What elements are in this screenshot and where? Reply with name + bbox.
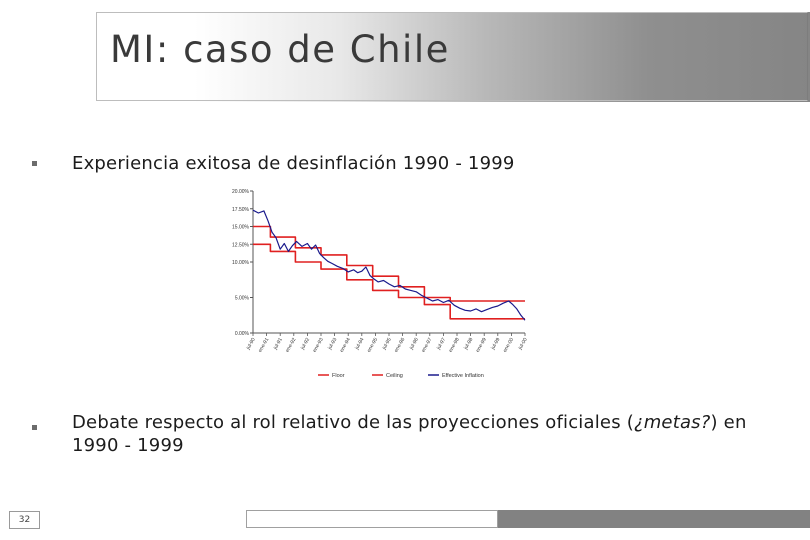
series-line-ceiling — [253, 225, 525, 302]
y-tick-label: 20.00% — [232, 189, 250, 195]
legend-label: Ceiling — [386, 373, 403, 379]
x-tick-label: ene-99 — [475, 337, 488, 354]
x-tick-label: ene-92 — [285, 337, 298, 354]
x-tick-label: jul-91 — [272, 337, 284, 352]
slide-number: 32 — [9, 511, 40, 529]
series-line-effective-inflation — [252, 209, 526, 321]
bullet-2-text-after: ) en 1990 - 1999 — [72, 412, 747, 456]
x-tick-label: jul-95 — [381, 337, 393, 352]
y-tick-label: 15.00% — [232, 225, 250, 231]
x-tick-label: ene-96 — [393, 337, 406, 354]
slide-title: MI: caso de Chile — [110, 28, 450, 71]
x-tick-label: ene-95 — [366, 337, 379, 354]
x-tick-label: ene-97 — [421, 337, 434, 354]
legend-label: Floor — [332, 373, 345, 379]
x-tick-label: jul-96 — [408, 337, 420, 352]
legend-label: Effective Inflation — [442, 373, 484, 379]
x-tick-label: jul-98 — [463, 337, 475, 352]
y-tick-label: 12.50% — [232, 242, 250, 248]
series-line-floor — [253, 243, 525, 320]
title-frame — [96, 12, 808, 101]
y-tick-label: 0.00% — [235, 331, 250, 337]
title-band — [0, 12, 810, 102]
bullet-2-italic: ¿metas? — [633, 412, 711, 433]
bullet-marker — [32, 425, 37, 430]
bullet-1-text: Experiencia exitosa de desinflación 1990… — [72, 153, 515, 174]
bullet-2: Debate respecto al rol relativo de las p… — [72, 411, 792, 457]
y-tick-label: 5.00% — [235, 296, 250, 302]
y-tick-label: 17.50% — [232, 207, 250, 213]
y-tick-label: 10.00% — [232, 260, 250, 266]
x-tick-label: ene-93 — [312, 337, 325, 354]
x-tick-label: jul-00 — [517, 337, 529, 352]
bullet-marker — [32, 161, 37, 166]
x-tick-label: ene-98 — [448, 337, 461, 354]
bullet-2-text-before: Debate respecto al rol relativo de las p… — [72, 412, 634, 433]
footer-bar-right — [498, 510, 810, 528]
x-tick-label: jul-99 — [490, 337, 502, 352]
inflation-chart: 20.00% 17.50% 15.00% 12.50% 10.00% 5.00% 0.00%… — [232, 189, 529, 379]
bullet-1: Experiencia exitosa de desinflación 1990… — [72, 152, 515, 175]
x-tick-label: jul-97 — [435, 337, 447, 352]
x-tick-label: ene-91 — [257, 337, 270, 354]
x-tick-label: ene-94 — [339, 337, 352, 354]
x-tick-label: jul-93 — [327, 337, 339, 352]
x-tick-label: jul-94 — [354, 337, 366, 352]
x-tick-label: jul-92 — [299, 337, 311, 352]
x-tick-label: ene-00 — [502, 337, 515, 354]
footer-bar-left — [246, 510, 498, 528]
x-tick-label: jul-90 — [245, 337, 257, 352]
